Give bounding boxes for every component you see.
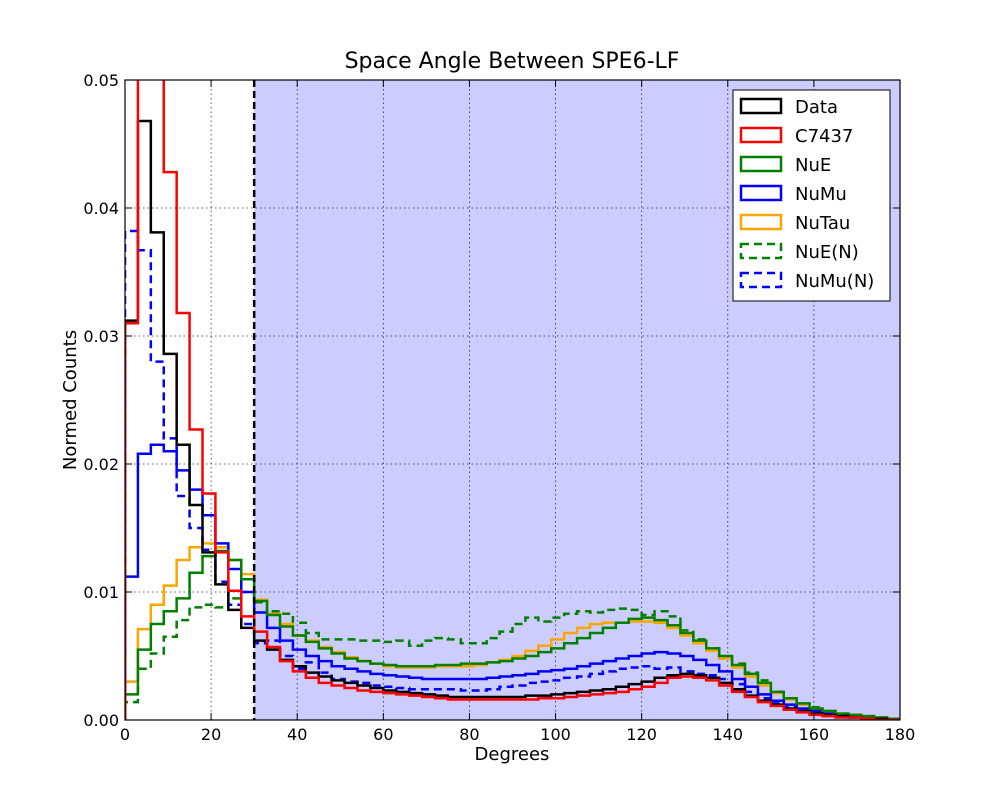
x-tick-label: 140 [713, 725, 744, 744]
grid [125, 80, 900, 720]
x-tick-label: 60 [373, 725, 393, 744]
x-tick-label: 100 [540, 725, 571, 744]
legend-swatch-numu-n- [739, 271, 783, 289]
series-numu-line [125, 443, 900, 720]
legend-swatch-c7437 [739, 126, 783, 144]
legend-label: Data [795, 97, 838, 118]
series-numu-n--line [125, 229, 900, 720]
y-tick-label: 0.01 [83, 583, 119, 602]
y-tick-label: 0.04 [83, 199, 119, 218]
legend-swatch-data [739, 97, 783, 115]
legend-label: NuTau [795, 213, 850, 234]
x-tick-label: 180 [885, 725, 916, 744]
legend-label: NuMu(N) [795, 271, 874, 292]
series-layer [125, 80, 900, 720]
chart-title: Space Angle Between SPE6-LF [345, 49, 680, 74]
y-tick-label: 0.02 [83, 455, 119, 474]
x-axis-label: Degrees [475, 744, 550, 765]
legend-swatch-nue [739, 155, 783, 173]
x-tick-label: 120 [626, 725, 657, 744]
x-tick-label: 0 [120, 725, 130, 744]
y-tick-label: 0.05 [83, 71, 119, 90]
x-tick-label: 80 [459, 725, 479, 744]
legend-label: NuMu [795, 184, 847, 205]
legend-swatch-nue-n- [739, 242, 783, 260]
series-nue-line [125, 549, 900, 720]
series-c7437-line [125, 80, 900, 720]
y-tick-label: 0.03 [83, 327, 119, 346]
x-tick-label: 20 [201, 725, 221, 744]
legend-swatch-numu [739, 184, 783, 202]
legend: Data C7437 NuE NuMu NuTau NuE(N) NuMu(N) [732, 89, 891, 302]
x-tick-label: 160 [799, 725, 830, 744]
plot-frame [124, 79, 901, 721]
legend-label: NuE(N) [795, 242, 859, 263]
legend-label: NuE [795, 155, 831, 176]
legend-swatch-nutau [739, 213, 783, 231]
y-axis-label: Normed Counts [60, 330, 81, 470]
legend-box [732, 89, 891, 302]
y-tick-label: 0.00 [83, 711, 119, 730]
axis-ticks: 0 20 40 60 80 100 120 140 160 180 0.00 0.01 0.02 0.03… [83, 71, 915, 744]
legend-label: C7437 [795, 126, 853, 147]
x-tick-label: 40 [287, 725, 307, 744]
series-nutau-line [125, 542, 900, 720]
